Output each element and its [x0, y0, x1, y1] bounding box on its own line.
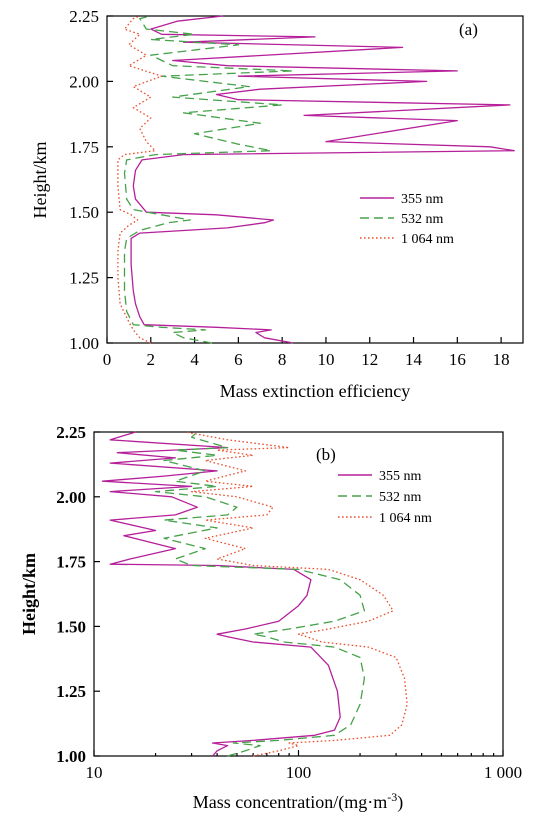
- panel-b-chart: 10 100 1 000 1.00 1.25 1.50 1.75 2.00 2.25 (b) M…: [19, 423, 522, 813]
- panel-a-x-tick-label: 4: [190, 350, 199, 369]
- panel-b-ylabel: Height/km: [19, 553, 39, 635]
- panel-a-series-1-line: [123, 15, 294, 344]
- panel-a-x-tick-label: 0: [103, 350, 112, 369]
- panel-a-x-tick-label: 10: [317, 350, 334, 369]
- panel-a-legend-entry: 355 nm: [401, 192, 444, 207]
- panel-a-x-tick-label: 18: [493, 350, 510, 369]
- panel-a-y-tick-label: 1.00: [69, 334, 99, 353]
- panel-a-y-tick-label: 2.25: [69, 7, 99, 26]
- panel-b-xlabel-close: ): [397, 792, 403, 813]
- panel-a-x-tick-label: 14: [405, 350, 423, 369]
- panel-b-series-2-line: [185, 431, 408, 757]
- panel-a-x-tick-label: 2: [147, 350, 156, 369]
- panel-b-xlabel-main: Mass concentration/(mg·m: [193, 792, 387, 813]
- panel-b-xlabel: Mass concentration/(mg·m-3): [193, 790, 403, 813]
- panel-a-x-tick-label: 8: [278, 350, 287, 369]
- panel-a-legend-entry: 1 064 nm: [401, 232, 454, 247]
- panel-a-y-tick-label: 1.50: [69, 203, 99, 222]
- panel-b-legend-entry: 1 064 nm: [379, 511, 432, 526]
- panel-b-y-tick-label: 1.00: [56, 747, 86, 766]
- panel-a-x-tick-label: 6: [234, 350, 243, 369]
- panel-b-y-tick-label: 2.00: [56, 488, 86, 507]
- panel-b-y-tick-label: 1.75: [56, 553, 86, 572]
- panel-b-legend-entry: 532 nm: [379, 490, 422, 505]
- panel-a-legend: 355 nm 532 nm 1 064 nm: [360, 192, 454, 247]
- panel-a-y-tick-label: 1.75: [69, 138, 99, 157]
- panel-a-chart: 0 2 4 6 8 10 12 14 16 181.001.251.501.752.002.25 …: [30, 7, 524, 401]
- panel-b-legend: 355 nm 532 nm 1 064 nm: [338, 469, 432, 526]
- panel-b-y-tick-label: 2.25: [56, 423, 86, 442]
- panel-a-xlabel: Mass extinction efficiency: [220, 381, 411, 401]
- panel-b-series-0-line: [101, 431, 341, 757]
- panel-b-legend-entry: 355 nm: [379, 469, 422, 484]
- panel-a-y-tick-label: 1.25: [69, 269, 99, 288]
- panel-a-x-tick-label: 16: [449, 350, 466, 369]
- panel-a-plot-frame: [106, 15, 524, 344]
- panel-a-y-tick-label: 2.00: [69, 72, 99, 91]
- panel-a-series-2-line: [117, 15, 163, 344]
- panel-a-ylabel: Height/km: [30, 142, 50, 219]
- panel-b-xlabel-superscript: -3: [387, 790, 397, 804]
- panel-a-x-tick-label: 12: [361, 350, 378, 369]
- panel-a-legend-entry: 532 nm: [401, 212, 444, 227]
- panel-b-y-tick-label: 1.50: [56, 617, 86, 636]
- panel-b-plot-frame: [93, 431, 504, 757]
- panel-b-y-tick-label: 1.25: [56, 682, 86, 701]
- panel-b-x-tick-label: 100: [286, 763, 312, 782]
- panel-a-series-0-line: [130, 15, 515, 344]
- panel-b-x-tick-label: 1 000: [484, 763, 522, 782]
- panel-b-label: (b): [316, 445, 336, 464]
- panel-b-series-1-line: [154, 431, 366, 757]
- panel-b-x-tick-label: 10: [86, 763, 103, 782]
- panel-a-label: (a): [459, 20, 478, 39]
